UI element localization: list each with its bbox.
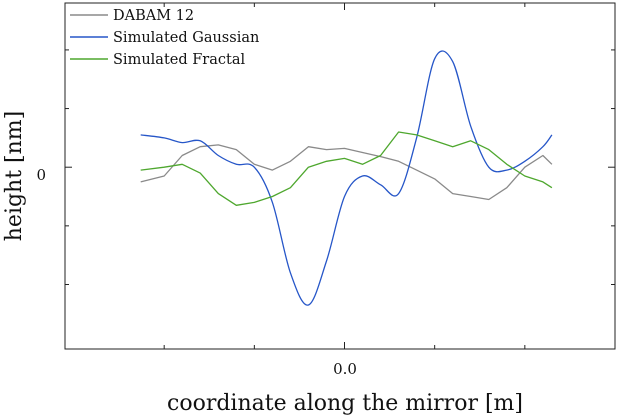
y-axis-label: height [nm] (2, 111, 27, 242)
plot-frame (64, 2, 616, 350)
series-line-simulated-fractal (140, 131, 553, 206)
legend-label-dabam: DABAM 12 (113, 8, 194, 24)
series-line-simulated-gaussian (140, 50, 553, 306)
legend-label-gaussian: Simulated Gaussian (113, 30, 259, 46)
y-tick-label: 0 (36, 166, 46, 184)
series-layer (140, 50, 553, 306)
x-tick-label: 0.0 (333, 360, 357, 378)
legend: DABAM 12 Simulated Gaussian Simulated Fr… (70, 8, 259, 68)
axis-ticks (65, 3, 615, 349)
x-axis-label: coordinate along the mirror [m] (167, 391, 523, 416)
legend-label-fractal: Simulated Fractal (113, 52, 245, 68)
series-line-dabam-12 (140, 144, 553, 201)
